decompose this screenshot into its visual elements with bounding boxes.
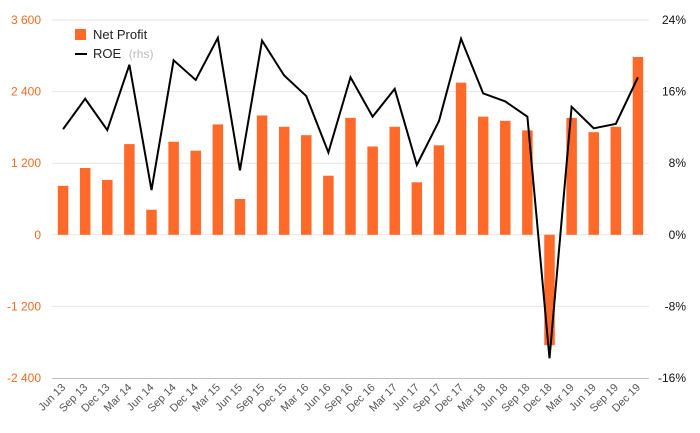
y-right-tick-label: 24% [662,13,686,27]
roe-line [62,34,639,359]
legend: Net Profit ROE (rhs) [75,27,153,61]
line-series [62,34,639,359]
bar [323,175,334,235]
y-left-tick-label: -2 400 [7,371,41,385]
bar [234,199,246,235]
y-right-tick-label: 16% [662,85,686,99]
legend-label-net-profit: Net Profit [93,27,148,42]
y-left-tick-label: -1 200 [7,299,41,313]
bar [57,185,69,235]
bar [256,115,268,235]
bar [544,234,555,346]
y-left-tick-label: 3 600 [11,13,41,27]
bar [411,182,423,235]
bar [522,130,533,235]
bar [278,126,290,235]
bar [146,209,157,235]
bar-series [57,56,644,346]
bar [79,167,91,235]
bar [500,120,511,235]
legend-swatch-net-profit [75,29,86,40]
legend-label-roe: ROE (rhs) [93,46,153,61]
bar [367,146,378,235]
bar [455,82,467,235]
y-right-tick-label: -8% [665,299,687,313]
y-right-tick-label: 8% [669,156,687,170]
legend-label-roe-suffix: (rhs) [129,47,154,61]
y-left-tick-label: 2 400 [11,85,41,99]
bar [588,132,599,235]
bar [190,150,201,235]
y-left-tick-label: 1 200 [11,156,41,170]
bar [389,126,400,235]
bar [632,56,644,235]
bar [212,124,224,235]
bar [124,144,135,235]
y-right-tick-label: 0% [669,228,687,242]
y-left-tick-label: 0 [34,228,41,242]
bar [477,116,489,235]
bar [566,117,577,235]
bar [610,126,622,235]
bar [433,145,445,235]
y-right-tick-label: -16% [658,371,686,385]
legend-label-roe-name: ROE [93,46,122,61]
bar [102,179,113,235]
bar [345,117,356,235]
bar [301,135,312,235]
bar [168,141,179,235]
